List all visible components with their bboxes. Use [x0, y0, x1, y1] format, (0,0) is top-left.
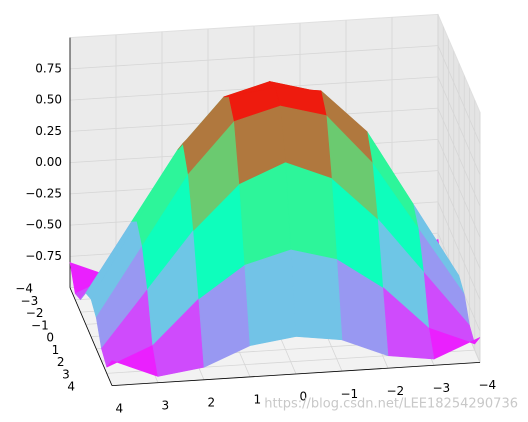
z-tick-label: −0.75 [25, 249, 62, 263]
axis-line [111, 362, 481, 386]
grid-line [437, 45, 481, 144]
y-tick-label: −1 [31, 318, 49, 332]
z-tick-label: 0.75 [35, 61, 62, 75]
grid-line [437, 139, 481, 238]
y-tick-label: −2 [26, 306, 44, 320]
y-tick-label: 0 [46, 331, 54, 345]
z-tick-label: 0.50 [35, 93, 62, 107]
x-tick-label: −1 [340, 387, 358, 401]
watermark: https://blog.csdn.net/LEE18254290736 [264, 397, 518, 412]
x-tick-label: 1 [254, 393, 262, 407]
z-tick-label: 0.00 [35, 155, 62, 169]
x-tick-label: 3 [162, 398, 170, 412]
y-tick-label: 4 [67, 380, 75, 394]
y-tick-label: 2 [57, 355, 65, 369]
x-tick-label: −2 [386, 384, 404, 398]
z-tick-label: −0.50 [25, 218, 62, 232]
z-tick-label: 0.25 [35, 124, 62, 138]
surface [69, 81, 481, 377]
z-tick-label: −0.25 [25, 186, 62, 200]
y-tick-label: −3 [21, 294, 39, 308]
x-tick-label: 4 [116, 401, 124, 415]
y-tick-label: 3 [62, 367, 70, 381]
x-tick-label: 0 [300, 390, 308, 404]
grid-line [437, 76, 481, 176]
surface-facet [290, 248, 343, 341]
grid-line [437, 170, 481, 269]
grid-line [437, 201, 481, 301]
axis-line [69, 287, 113, 386]
y-tick-label: −4 [15, 282, 33, 296]
surface-facet [244, 248, 297, 347]
y-tick-label: 1 [52, 343, 60, 357]
surface-facet [233, 105, 286, 185]
x-tick-label: 2 [208, 395, 216, 409]
grid-line [69, 45, 439, 70]
grid-line [437, 107, 481, 207]
tick-labels: −4−3−2−101234−4−3−2−101234−0.75−0.50−0.2… [15, 61, 496, 415]
x-tick-label: −4 [478, 378, 496, 392]
x-tick-label: −3 [432, 381, 450, 395]
